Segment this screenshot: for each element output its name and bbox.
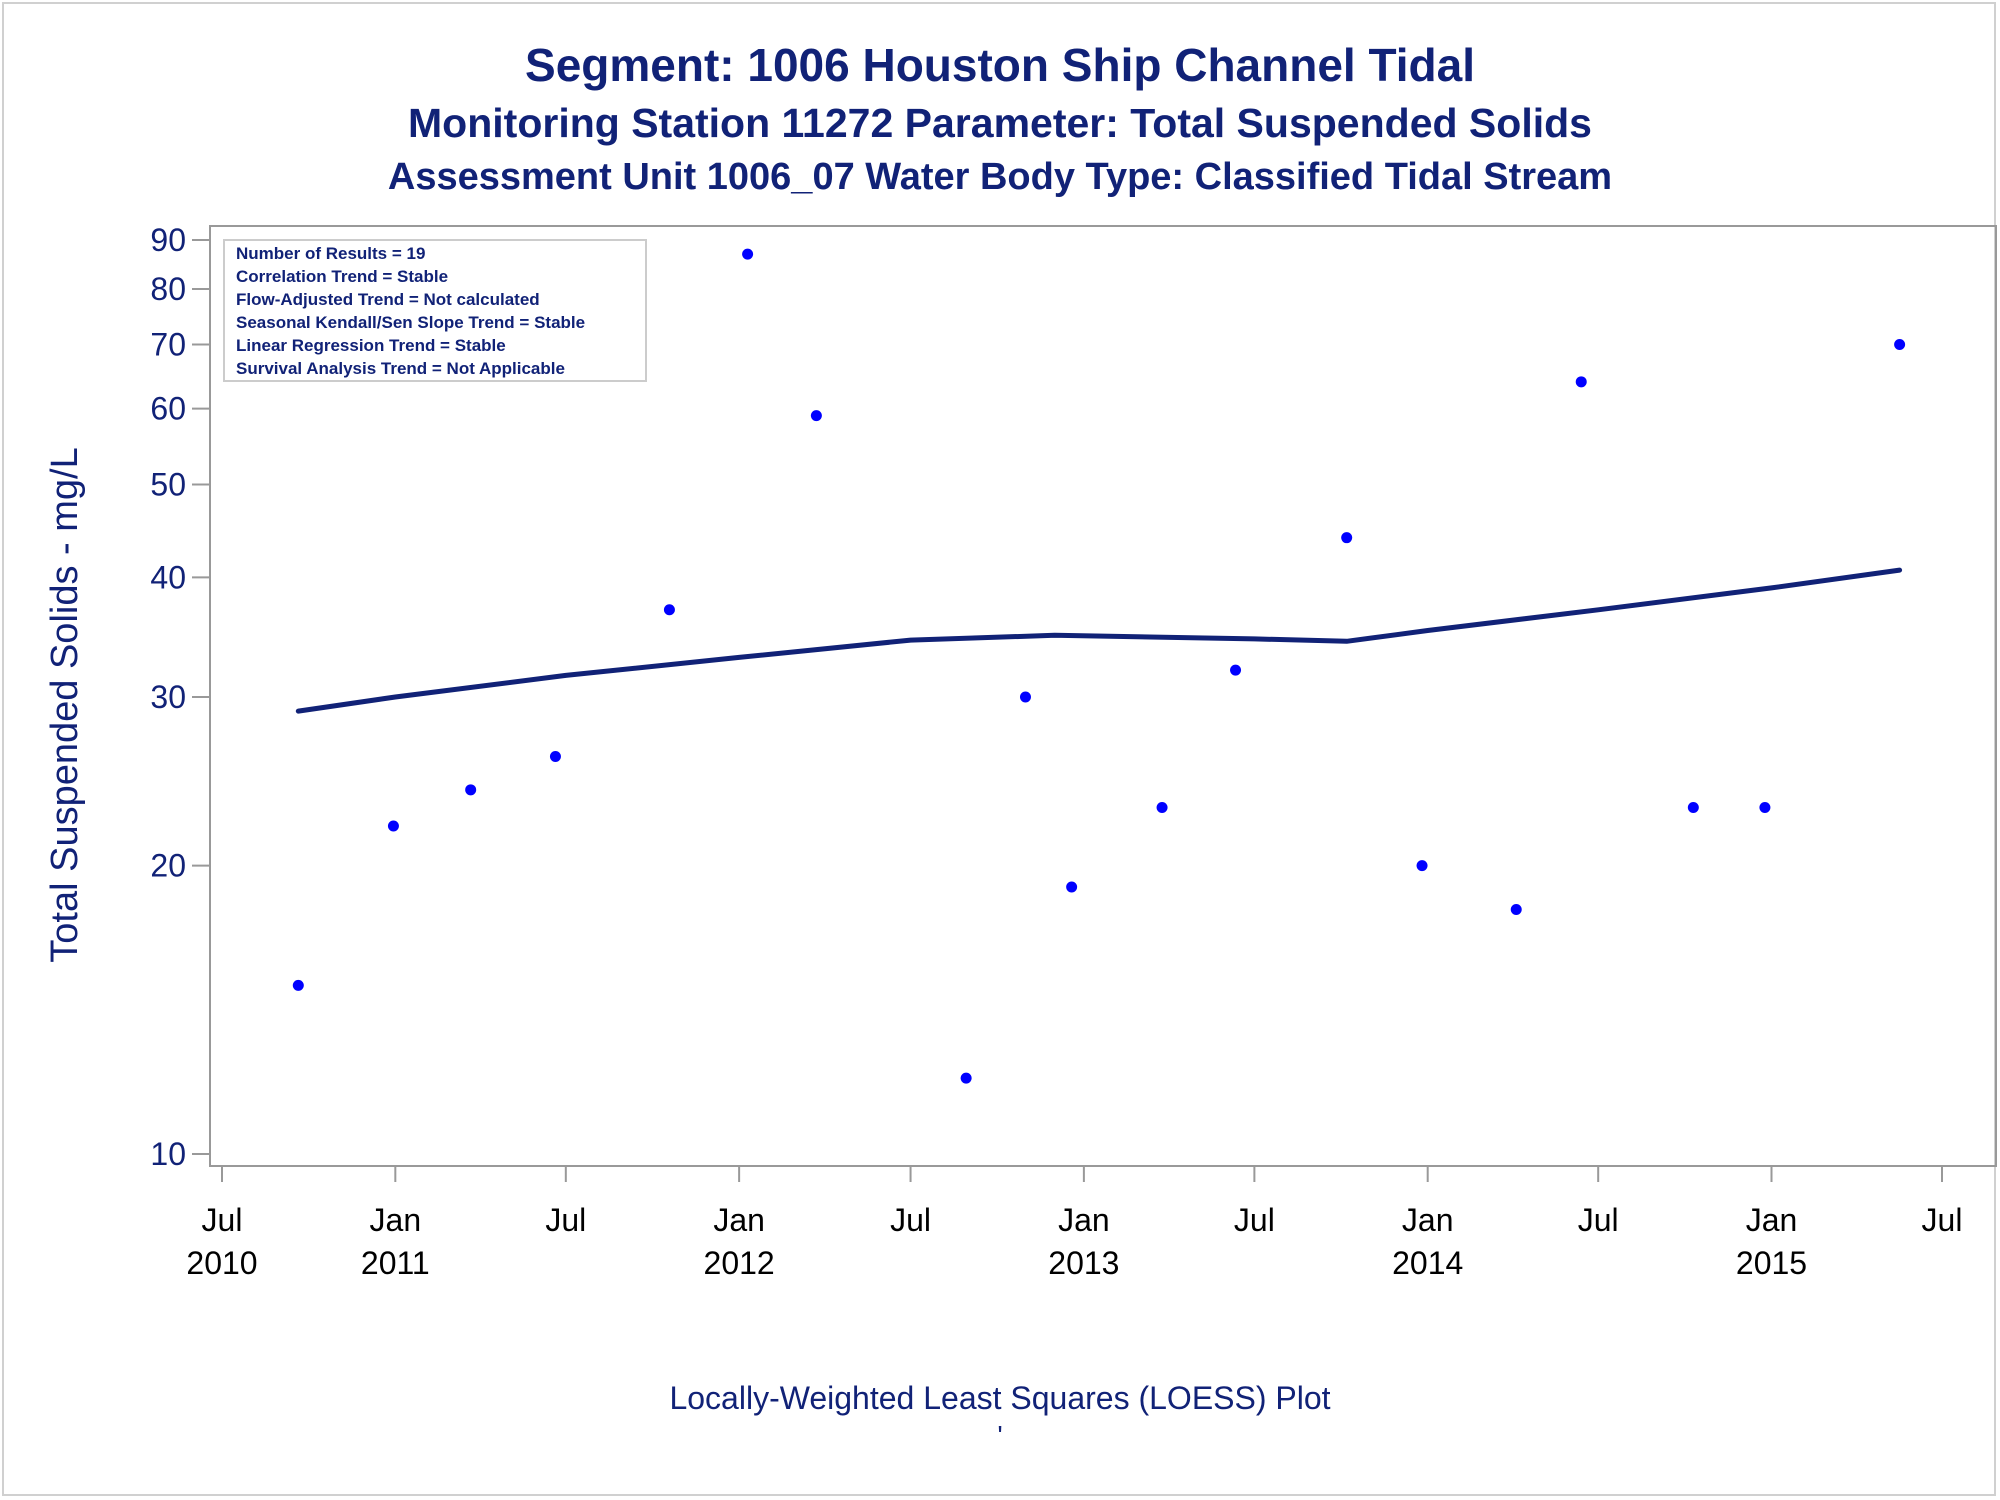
data-point [1230,664,1242,676]
stats-line: Survival Analysis Trend = Not Applicable [236,359,565,378]
stats-legend-box: Number of Results = 19 Correlation Trend… [223,239,647,382]
data-point [810,410,822,422]
data-point [1687,802,1699,814]
chart-title: Segment: 1006 Houston Ship Channel Tidal [525,39,1475,91]
data-point [1341,532,1353,544]
footnote-mark: ' [997,1420,1003,1451]
data-point [1019,691,1031,703]
x-tick-label-month: Jul [1234,1202,1275,1238]
x-tick-label-month: Jan [713,1202,765,1238]
y-tick-label: 80 [150,271,186,307]
data-point [1575,376,1587,388]
loess-line [295,567,1903,714]
y-tick-label: 60 [150,391,186,427]
y-tick-label: 50 [150,467,186,503]
loess-curve [295,567,1903,714]
x-tick-label-month: Jul [890,1202,931,1238]
stats-line: Correlation Trend = Stable [236,267,448,286]
data-point [1156,802,1168,814]
y-tick-label: 20 [150,848,186,884]
data-point [549,751,561,763]
x-tick-label-month: Jul [545,1202,586,1238]
x-tick-label-month: Jul [202,1202,243,1238]
x-tick-label-month: Jul [1922,1202,1963,1238]
stats-line: Flow-Adjusted Trend = Not calculated [236,290,540,309]
x-tick-label-month: Jan [1402,1202,1454,1238]
y-axis-label: Total Suspended Solids - mg/L [44,447,86,962]
data-point [387,820,399,832]
chart-subtitle: Monitoring Station 11272 Parameter: Tota… [408,100,1592,146]
x-tick-label-month: Jul [1578,1202,1619,1238]
data-point [1510,903,1522,915]
data-point [465,784,477,796]
x-tick-label-year: 2010 [186,1245,257,1281]
data-point [960,1072,972,1084]
plot-footnote: Locally-Weighted Least Squares (LOESS) P… [669,1380,1331,1416]
data-point [742,248,754,260]
y-tick-label: 70 [150,327,186,363]
data-point [292,979,304,991]
stats-box-frame [223,239,647,382]
x-axis: Jul 2010 Jan 2011 Jul Jan 2012 Jul Jan 2013 Jul Jan… [186,1165,1963,1281]
x-tick-label-month: Jan [1746,1202,1798,1238]
x-tick-label-month: Jan [370,1202,422,1238]
data-point [1416,860,1428,872]
data-point [1759,802,1771,814]
x-tick-label-month: Jan [1058,1202,1110,1238]
data-points [292,248,1906,1084]
data-point [1894,339,1906,351]
x-tick-label-year: 2015 [1736,1245,1807,1281]
x-tick-label-year: 2012 [704,1245,775,1281]
y-tick-label: 90 [150,222,186,258]
chart-subtitle-secondary: Assessment Unit 1006_07 Water Body Type:… [387,156,1613,198]
y-tick-label: 40 [150,559,186,595]
data-point [1066,881,1078,893]
x-tick-label-year: 2011 [361,1245,430,1281]
x-tick-label-year: 2013 [1048,1245,1119,1281]
x-tick-label-year: 2014 [1392,1245,1463,1281]
stats-line: Seasonal Kendall/Sen Slope Trend = Stabl… [236,313,585,332]
stats-line: Linear Regression Trend = Stable [236,336,506,355]
data-point [663,604,675,616]
y-tick-label: 30 [150,679,186,715]
y-tick-label: 10 [150,1136,186,1172]
stats-line: Number of Results = 19 [236,244,425,263]
y-axis: 10 20 30 40 50 60 70 80 90 [150,222,210,1172]
